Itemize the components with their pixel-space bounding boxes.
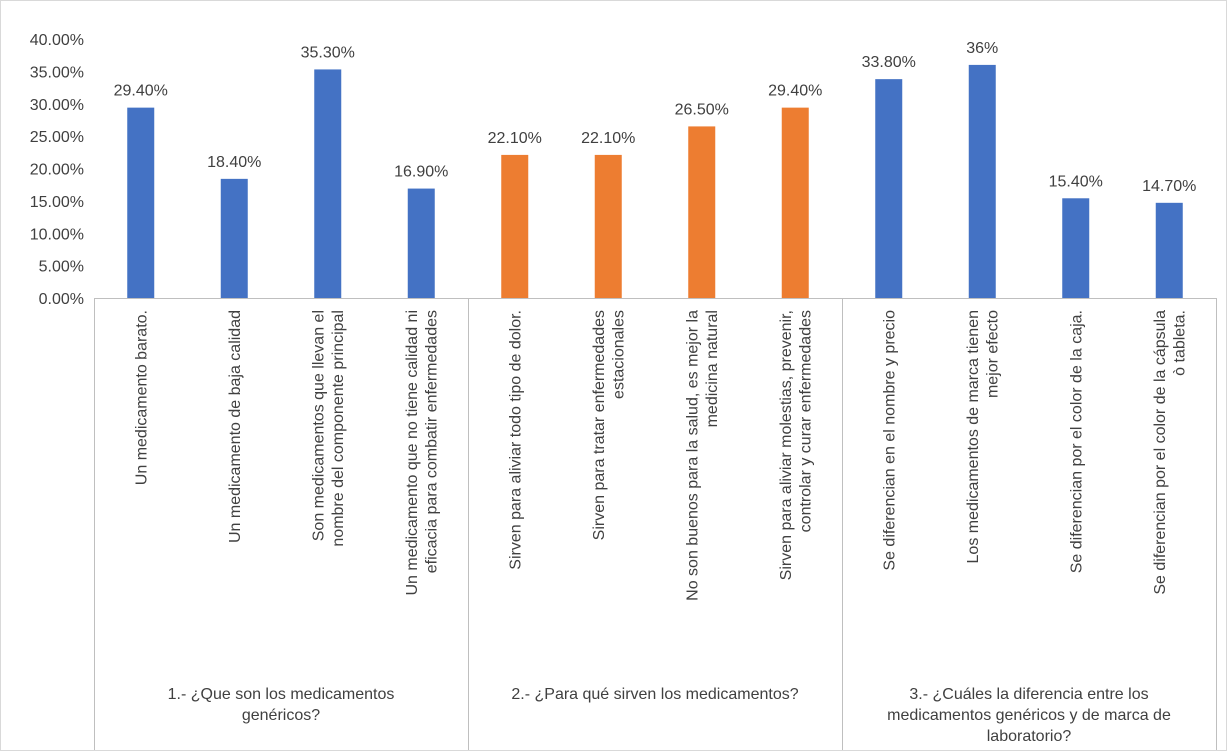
value-label: 22.10%: [581, 130, 635, 147]
value-label: 29.40%: [768, 83, 822, 100]
bar: [221, 179, 248, 298]
y-tick-label: 40.00%: [30, 32, 84, 49]
category-label: Sirven para tratar enfermedades estaciona…: [591, 310, 628, 540]
axis-lines: [94, 298, 1217, 750]
category-label: Se diferencian en el nombre y precio: [881, 310, 898, 571]
y-tick-label: 35.00%: [30, 64, 84, 81]
category-label: Un medicamento de baja calidad: [227, 310, 244, 543]
bar: [595, 155, 622, 298]
category-label: Un medicamento barato.: [133, 310, 150, 485]
y-tick-label: 20.00%: [30, 162, 84, 179]
bar: [501, 155, 528, 298]
bar: [314, 69, 341, 298]
bars: [127, 65, 1183, 298]
value-label: 26.50%: [675, 101, 729, 118]
group-label: 3.- ¿Cuáles la diferencia entre los medic…: [887, 686, 1171, 745]
category-label: Los medicamentos de marca tienen mejor ef…: [965, 310, 1002, 564]
category-label: Sirven para aliviar todo tipo de dolor.: [507, 310, 524, 570]
bar: [688, 126, 715, 298]
group-label: 1.- ¿Que son los medicamentos genéricos?: [168, 686, 395, 724]
y-tick-label: 30.00%: [30, 97, 84, 114]
category-label: Se diferencian por el color de la cápsul…: [1152, 310, 1189, 595]
bar: [969, 65, 996, 298]
y-tick-label: 0.00%: [39, 291, 84, 308]
value-label: 14.70%: [1142, 178, 1196, 195]
value-label: 29.40%: [114, 83, 168, 100]
bar: [875, 79, 902, 298]
value-labels: 29.40% 18.40% 35.30% 16.90% 22.10% 22.10% 26.5…: [114, 40, 1197, 195]
bar: [408, 189, 435, 298]
y-tick-label: 25.00%: [30, 129, 84, 146]
group-label: 2.- ¿Para qué sirven los medicamentos?: [511, 686, 798, 703]
value-label: 33.80%: [862, 54, 916, 71]
bar: [127, 108, 154, 298]
category-labels: Un medicamento barato. Un medicamento de …: [133, 310, 1188, 601]
value-label: 15.40%: [1049, 173, 1103, 190]
bar: [1156, 203, 1183, 298]
value-label: 36%: [966, 40, 998, 57]
y-tick-label: 15.00%: [30, 194, 84, 211]
value-label: 35.30%: [301, 44, 355, 61]
value-label: 16.90%: [394, 164, 448, 181]
category-label: Son medicamentos que llevan el nombre del…: [311, 310, 348, 547]
y-axis: 0.00% 5.00% 10.00% 15.00% 20.00% 25.00% 30.00%…: [30, 32, 84, 308]
y-tick-label: 10.00%: [30, 226, 84, 243]
category-label: Sirven para aliviar molestias, prevenir,…: [778, 310, 815, 580]
bar: [782, 108, 809, 298]
category-label: Se diferencian por el color de la caja.: [1068, 310, 1085, 573]
group-labels: 1.- ¿Que son los medicamentos genéricos? 2…: [168, 686, 1171, 745]
value-label: 22.10%: [488, 130, 542, 147]
category-label: No son buenos para la salud, es mejor la…: [685, 310, 722, 601]
category-label: Un medicamento que no tiene calidad ni ef…: [404, 310, 441, 596]
bar: [1062, 198, 1089, 298]
value-label: 18.40%: [207, 154, 261, 171]
y-tick-label: 5.00%: [39, 259, 84, 276]
